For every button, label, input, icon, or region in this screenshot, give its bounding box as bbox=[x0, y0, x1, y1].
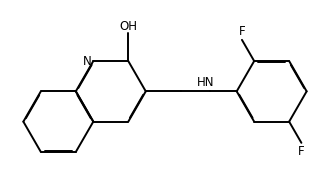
Text: HN: HN bbox=[196, 76, 214, 89]
Text: F: F bbox=[239, 25, 245, 38]
Text: OH: OH bbox=[119, 20, 137, 33]
Text: N: N bbox=[83, 55, 91, 68]
Text: F: F bbox=[298, 145, 305, 158]
